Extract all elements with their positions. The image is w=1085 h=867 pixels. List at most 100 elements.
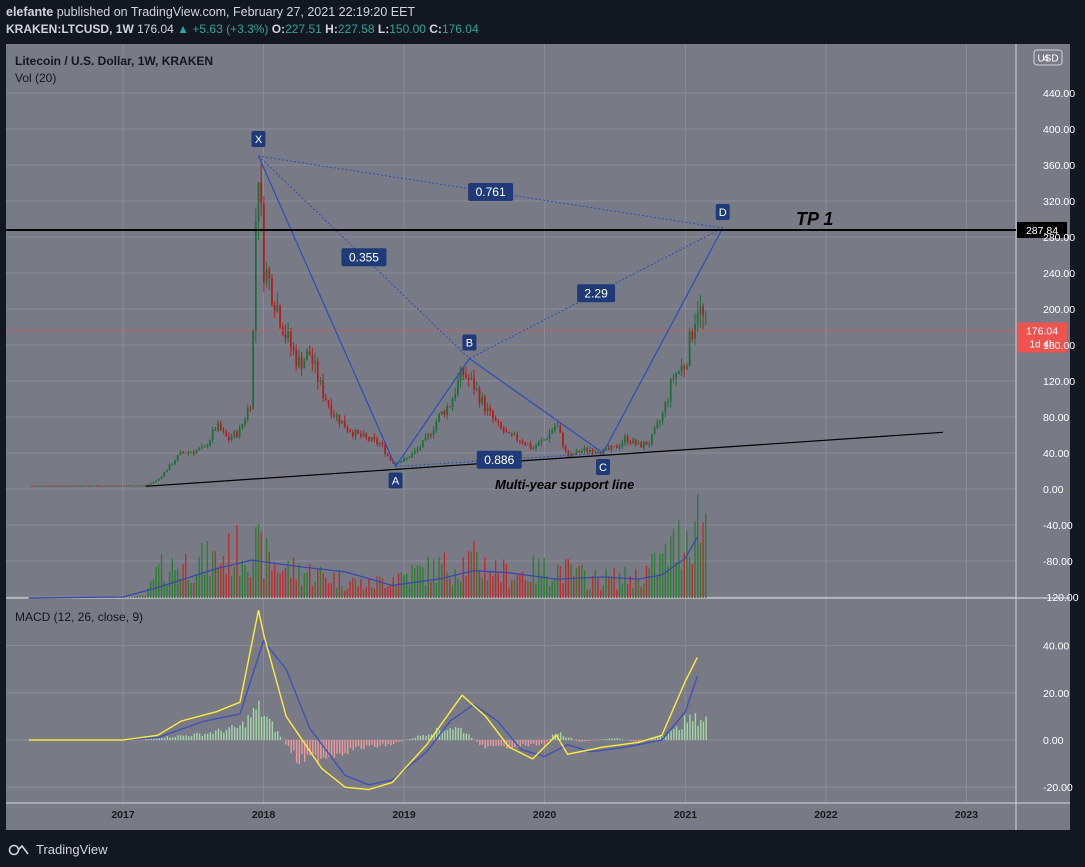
candle-body [672,378,675,380]
candle-body [289,331,292,348]
volume-bar [198,556,200,598]
volume-bar [333,572,335,598]
candle-body [98,485,101,487]
volume-label: Vol (20) [15,71,56,85]
candle-body [545,438,548,440]
candle-body [262,203,265,283]
countdown-text: 1d 4h [1029,340,1054,351]
volume-bar [166,585,168,598]
macd-histogram-bar [295,740,298,763]
macd-histogram-bar [419,735,422,740]
macd-histogram-bar [479,740,481,745]
candle-body [101,485,104,487]
volume-bar [387,586,389,598]
macd-histogram-bar [468,734,470,740]
volume-bar [586,589,588,598]
volume-bar [680,569,683,598]
volume-bar [602,585,605,598]
volume-bar [271,570,273,598]
candle-body [497,420,500,423]
pattern-ratio-line[interactable] [258,155,470,359]
volume-bar [626,584,629,598]
candle-body [338,414,341,424]
candle-body [435,421,438,431]
volume-bar [513,579,516,598]
volume-bar [524,580,526,598]
macd-tick-label: 20.00 [1043,688,1069,700]
candle-body [225,431,228,437]
tradingview-brand: TradingView [36,842,108,857]
candle-body [702,306,704,316]
candle-body [190,452,193,453]
support-line[interactable] [145,431,943,487]
author-name[interactable]: elefante [6,5,54,19]
macd-histogram-bar [621,739,624,740]
candle-body [473,377,475,390]
macd-histogram-bar [492,740,495,747]
candle-body [95,485,98,487]
time-tick-label: 2018 [252,809,276,821]
tradingview-logo[interactable]: TradingView [8,842,108,857]
candle-body [642,441,645,448]
ratio-badge[interactable] [468,183,514,201]
macd-histogram-bar [640,740,643,742]
candle-body [351,432,354,437]
candle-body [481,396,484,404]
macd-histogram-bar [206,733,209,740]
currency-badge[interactable] [1033,49,1063,66]
macd-histogram-bar [382,740,384,744]
volume-bar [370,587,373,598]
candle-body [122,485,125,487]
pattern-point-badge[interactable] [596,459,611,475]
volume-bar [389,585,392,598]
candle-body [171,464,174,466]
candle-body [109,485,112,487]
candle-body [165,470,168,472]
price-tick-label: 160.00 [1043,340,1075,352]
candle-body [637,442,640,445]
macd-histogram-bar [436,728,438,740]
macd-histogram-bar [619,738,621,740]
volume-bar [379,576,381,598]
volume-bars [28,494,707,599]
pattern-point-badge[interactable] [715,204,730,220]
volume-bar [600,589,602,598]
price-axis-background [1016,44,1070,830]
macd-label: MACD (12, 26, close, 9) [15,610,143,624]
high-value: 227.58 [337,22,375,36]
pattern-point-badge[interactable] [462,334,477,351]
volume-bar [282,570,284,598]
pattern-leg[interactable] [602,227,724,454]
pattern-leg[interactable] [257,155,397,467]
tradingview-icon [8,844,29,855]
candle-body [408,457,411,459]
candle-body [82,485,85,487]
pattern-leg[interactable] [395,358,470,467]
macd-histogram-bar [503,740,505,746]
harmonic-pattern[interactable]: 287.84 176.04 1d 4h X A B C D 0.761 0.355 2.29 0.88… [6,131,1067,489]
macd-histogram-bar [185,735,187,740]
pattern-leg[interactable] [469,358,604,454]
pattern-ratio-line[interactable] [395,452,604,467]
pattern-point-badge[interactable] [388,472,403,489]
candle-body [607,447,610,450]
volume-bar [441,563,443,598]
price-tick-label: 240.00 [1043,268,1075,280]
pattern-point-badge[interactable] [251,131,266,147]
ratio-badge[interactable] [341,248,387,267]
volume-bar [481,578,483,598]
ratio-badge[interactable] [577,284,616,303]
macd-histogram-bar [686,722,689,740]
candle-body [438,413,440,422]
ratio-badge[interactable] [476,450,522,469]
macd-histogram-bar [333,740,336,758]
candle-body [341,420,343,424]
macd-histogram-bar [317,740,319,764]
volume-bar [484,557,486,598]
pattern-ratio-line[interactable] [469,227,723,359]
volume-bar [589,588,591,598]
macd-histogram-bar [190,735,193,740]
macd-histogram-bar [274,731,276,740]
candle-body [77,485,79,487]
